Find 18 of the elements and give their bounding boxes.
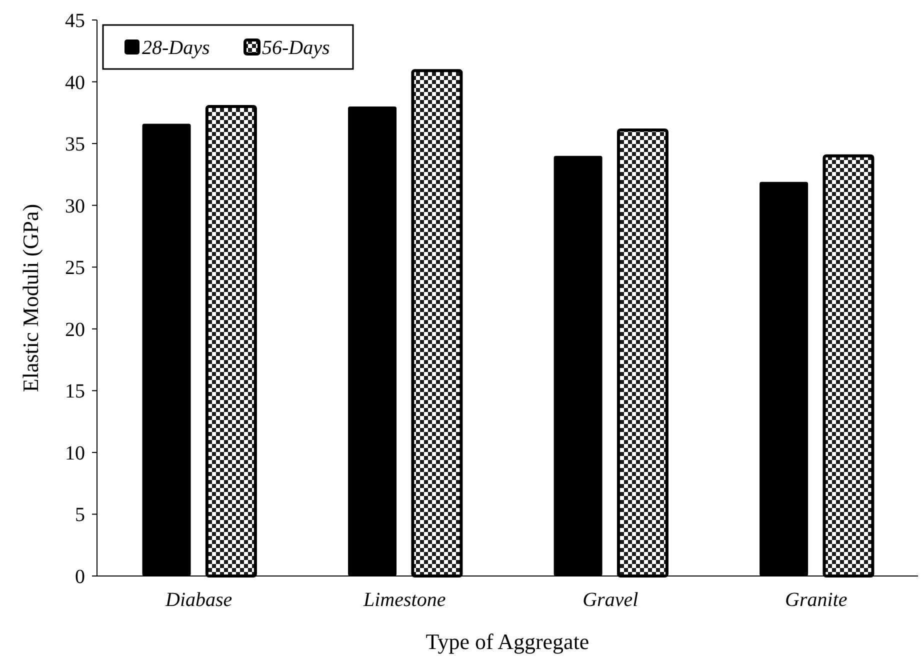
legend-label: 28-Days bbox=[142, 37, 210, 59]
x-axis-title: Type of Aggregate bbox=[426, 629, 590, 654]
y-tick-label: 5 bbox=[75, 504, 85, 526]
y-tick-label: 30 bbox=[65, 195, 85, 218]
x-tick-label: Gravel bbox=[582, 589, 639, 611]
y-tick-label: 45 bbox=[65, 10, 85, 32]
y-tick-label: 25 bbox=[65, 257, 85, 280]
y-tick-label: 35 bbox=[65, 134, 85, 156]
x-tick-label: Limestone bbox=[362, 589, 446, 611]
y-tick-label: 40 bbox=[65, 72, 85, 94]
y-axis-title: Elastic Moduli (GPa) bbox=[18, 204, 43, 392]
y-tick-label: 0 bbox=[75, 566, 85, 588]
y-tick-label: 15 bbox=[65, 380, 85, 403]
x-tick-label: Diabase bbox=[164, 589, 232, 611]
y-tick-label: 10 bbox=[65, 442, 85, 464]
y-tick-label: 20 bbox=[65, 318, 85, 341]
x-tick-label: Granite bbox=[785, 589, 848, 611]
legend-label: 56-Days bbox=[262, 37, 330, 59]
